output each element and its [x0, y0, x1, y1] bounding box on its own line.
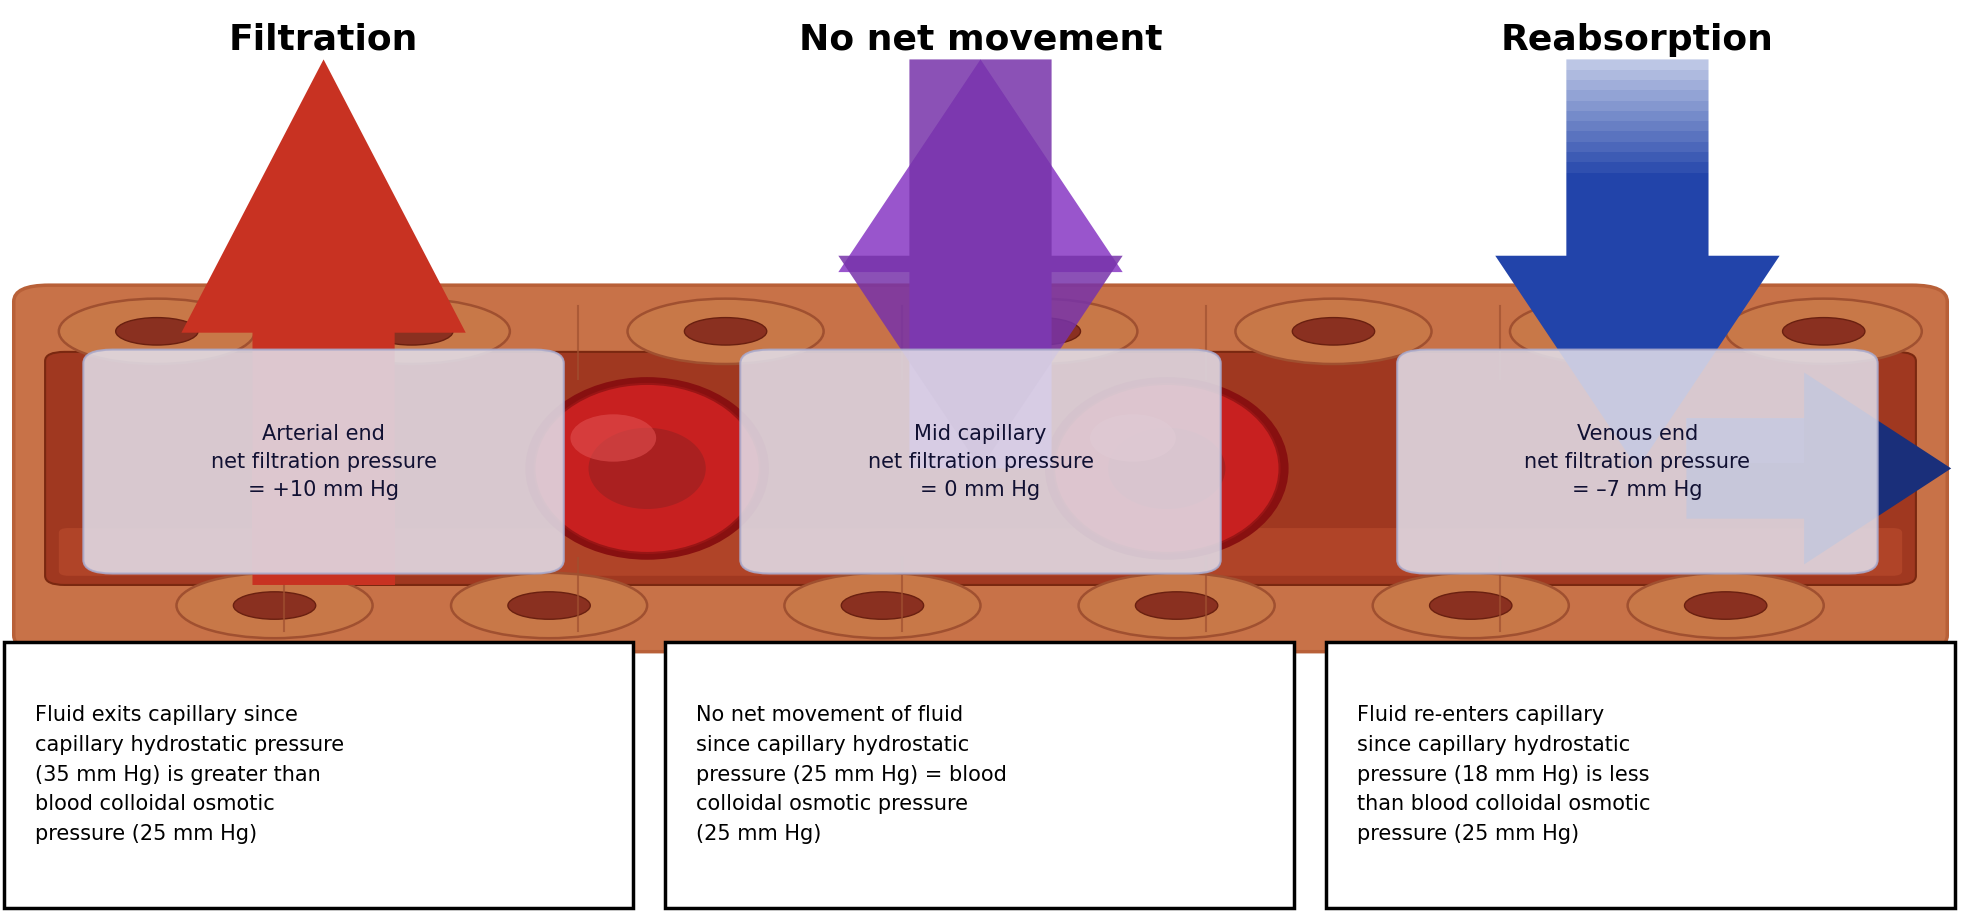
Ellipse shape: [533, 384, 761, 553]
FancyBboxPatch shape: [1567, 59, 1708, 69]
Text: Mid capillary
net filtration pressure
= 0 mm Hg: Mid capillary net filtration pressure = …: [867, 423, 1094, 500]
FancyBboxPatch shape: [1567, 152, 1708, 163]
Text: No net movement of fluid
since capillary hydrostatic
pressure (25 mm Hg) = blood: No net movement of fluid since capillary…: [696, 706, 1008, 844]
Ellipse shape: [1055, 384, 1279, 553]
Ellipse shape: [588, 428, 706, 509]
Ellipse shape: [628, 299, 824, 364]
Polygon shape: [1686, 418, 1804, 463]
Ellipse shape: [176, 573, 373, 638]
FancyBboxPatch shape: [1567, 121, 1708, 132]
Ellipse shape: [1235, 299, 1432, 364]
Polygon shape: [182, 59, 467, 585]
FancyBboxPatch shape: [1326, 642, 1955, 908]
FancyBboxPatch shape: [1567, 163, 1708, 173]
Ellipse shape: [1783, 317, 1865, 345]
FancyBboxPatch shape: [1567, 80, 1708, 90]
Ellipse shape: [1045, 377, 1288, 559]
Text: Fluid re-enters capillary
since capillary hydrostatic
pressure (18 mm Hg) is les: Fluid re-enters capillary since capillar…: [1357, 706, 1651, 844]
FancyBboxPatch shape: [1567, 142, 1708, 152]
Text: Venous end
net filtration pressure
= –7 mm Hg: Venous end net filtration pressure = –7 …: [1524, 423, 1751, 500]
FancyBboxPatch shape: [14, 285, 1947, 652]
FancyBboxPatch shape: [1567, 111, 1708, 121]
FancyBboxPatch shape: [1567, 90, 1708, 101]
Ellipse shape: [116, 317, 198, 345]
FancyBboxPatch shape: [1396, 350, 1877, 574]
Ellipse shape: [684, 317, 767, 345]
Ellipse shape: [941, 299, 1137, 364]
Polygon shape: [1686, 373, 1951, 564]
FancyBboxPatch shape: [741, 350, 1220, 574]
Text: Fluid exits capillary since
capillary hydrostatic pressure
(35 mm Hg) is greater: Fluid exits capillary since capillary hy…: [35, 706, 345, 844]
Polygon shape: [253, 468, 394, 585]
Ellipse shape: [233, 591, 316, 620]
Ellipse shape: [841, 591, 924, 620]
Ellipse shape: [526, 377, 769, 559]
Ellipse shape: [1292, 317, 1375, 345]
Ellipse shape: [1090, 414, 1177, 462]
Polygon shape: [1494, 59, 1781, 468]
FancyBboxPatch shape: [84, 350, 565, 574]
Ellipse shape: [1726, 299, 1922, 364]
FancyBboxPatch shape: [665, 642, 1294, 908]
Ellipse shape: [1684, 591, 1767, 620]
Ellipse shape: [59, 299, 255, 364]
FancyBboxPatch shape: [1567, 101, 1708, 111]
FancyBboxPatch shape: [4, 642, 633, 908]
FancyBboxPatch shape: [1567, 132, 1708, 142]
Ellipse shape: [451, 573, 647, 638]
Ellipse shape: [571, 414, 657, 462]
Text: No net movement: No net movement: [798, 23, 1163, 57]
Ellipse shape: [1079, 573, 1275, 638]
Ellipse shape: [508, 591, 590, 620]
Ellipse shape: [1628, 573, 1824, 638]
FancyBboxPatch shape: [45, 352, 1916, 585]
Ellipse shape: [784, 573, 980, 638]
Text: Filtration: Filtration: [229, 23, 418, 57]
Ellipse shape: [1135, 591, 1218, 620]
Ellipse shape: [998, 317, 1081, 345]
Polygon shape: [839, 59, 1124, 468]
Ellipse shape: [314, 299, 510, 364]
Ellipse shape: [1373, 573, 1569, 638]
Ellipse shape: [1510, 299, 1706, 364]
Text: Arterial end
net filtration pressure
= +10 mm Hg: Arterial end net filtration pressure = +…: [210, 423, 437, 500]
Ellipse shape: [1567, 317, 1649, 345]
Text: Reabsorption: Reabsorption: [1500, 23, 1775, 57]
FancyBboxPatch shape: [59, 528, 1902, 576]
FancyBboxPatch shape: [1567, 69, 1708, 80]
Ellipse shape: [1430, 591, 1512, 620]
Ellipse shape: [371, 317, 453, 345]
Ellipse shape: [1108, 428, 1226, 509]
Polygon shape: [839, 59, 1124, 468]
